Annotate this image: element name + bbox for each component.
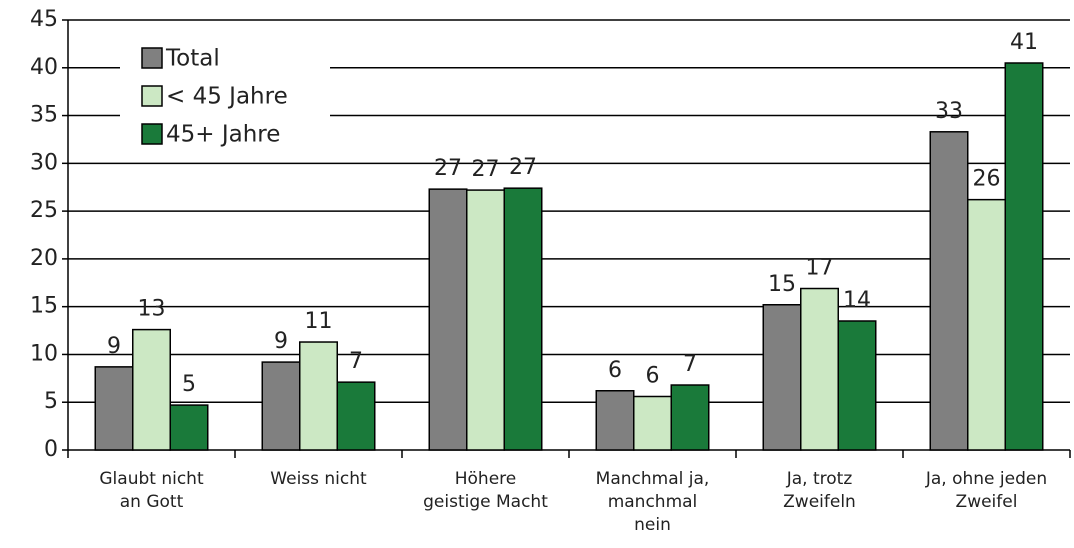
y-tick-label: 40 [30, 55, 58, 80]
data-label: 27 [472, 157, 500, 182]
bar [428, 188, 468, 451]
legend-swatch [141, 85, 163, 107]
x-tick-label: Glaubt nicht an Gott [99, 469, 204, 512]
bar [466, 189, 505, 451]
bar [503, 187, 543, 451]
legend-swatch [141, 47, 163, 69]
data-label: 14 [843, 288, 871, 313]
bar [762, 304, 802, 451]
data-label: 26 [973, 167, 1001, 192]
y-tick-label: 25 [30, 198, 58, 223]
x-tick-label: Weiss nicht [270, 469, 367, 489]
y-tick-label: 20 [30, 246, 58, 271]
data-label: 5 [182, 372, 196, 397]
legend-label: < 45 Jahre [166, 84, 288, 110]
bar [967, 198, 1006, 451]
data-label: 6 [608, 358, 622, 383]
legend-label: Total [165, 46, 220, 72]
bar [595, 390, 635, 451]
x-tick-label: Ja, trotz Zweifeln [783, 469, 856, 512]
y-tick-label: 0 [44, 437, 58, 462]
bar [94, 366, 134, 451]
bar [633, 395, 672, 451]
bar [1004, 62, 1044, 451]
bar [261, 361, 301, 451]
bar [929, 131, 969, 451]
bar [800, 287, 839, 451]
y-tick-label: 5 [44, 389, 58, 414]
data-label: 15 [768, 272, 796, 297]
x-tick-label: Ja, ohne jeden Zweifel [925, 469, 1048, 512]
bar [336, 381, 376, 451]
bar [169, 404, 209, 451]
data-label: 13 [138, 297, 166, 322]
y-tick-label: 45 [30, 7, 58, 32]
y-tick-label: 10 [30, 341, 58, 366]
y-tick-label: 30 [30, 150, 58, 175]
bar [837, 320, 877, 451]
data-label: 27 [434, 156, 462, 181]
legend-label: 45+ Jahre [166, 122, 280, 148]
bar [670, 384, 710, 451]
data-label: 11 [305, 309, 333, 334]
legend-swatch [141, 123, 163, 145]
data-label: 6 [646, 363, 660, 388]
data-label: 27 [509, 155, 537, 180]
data-label: 33 [935, 99, 963, 124]
data-label: 7 [349, 349, 363, 374]
x-tick-label: Manchmal ja, manchmal nein [595, 469, 710, 535]
data-label: 41 [1010, 30, 1038, 55]
y-tick-label: 15 [30, 294, 58, 319]
data-label: 9 [107, 334, 121, 359]
x-tick-label: Höhere geistige Macht [423, 469, 548, 512]
data-label: 17 [806, 256, 834, 281]
y-tick-label: 35 [30, 103, 58, 128]
data-label: 7 [683, 352, 697, 377]
bar [299, 341, 338, 451]
data-label: 9 [274, 329, 288, 354]
bar [132, 328, 171, 451]
